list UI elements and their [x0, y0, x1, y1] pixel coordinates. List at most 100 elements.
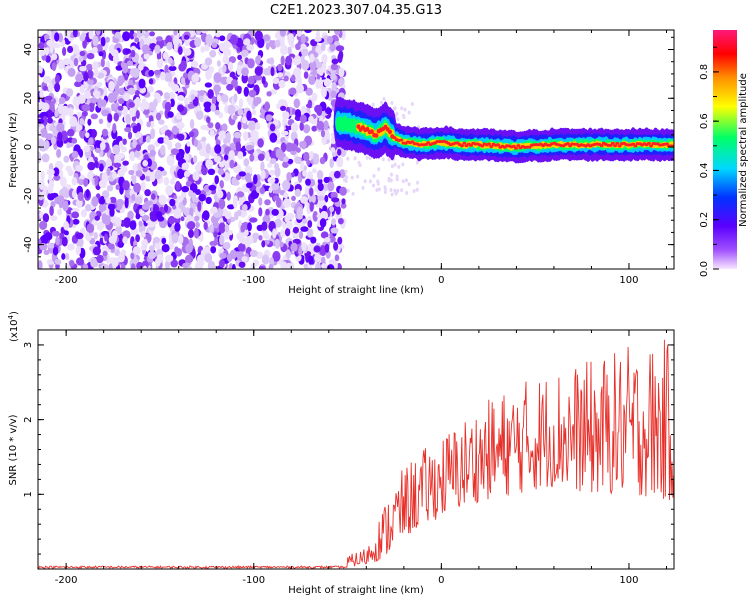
heatmap-noise-cell	[216, 94, 222, 103]
heatmap-noise-cell	[410, 102, 414, 106]
heatmap-noise-cell	[335, 45, 345, 52]
heatmap-noise-cell	[128, 101, 135, 108]
heatmap-noise-cell	[204, 57, 213, 66]
heatmap-noise-cell	[54, 32, 60, 42]
heatmap-noise-cell	[53, 230, 60, 237]
heatmap-noise-cell	[67, 128, 75, 137]
heatmap-noise-cell	[77, 192, 84, 201]
heatmap-noise-cell	[307, 99, 313, 109]
heatmap-noise-cell	[232, 114, 238, 121]
heatmap-noise-cell	[170, 148, 179, 156]
heatmap-noise-cell	[184, 170, 191, 178]
heatmap-x-tick-label: -100	[242, 275, 265, 286]
heatmap-ridge-cell	[489, 145, 494, 148]
heatmap-y-axis-label: Frequency (Hz)	[8, 112, 19, 188]
heatmap-noise-cell	[236, 232, 244, 241]
heatmap-noise-cell	[298, 231, 304, 239]
heatmap-noise-cell	[323, 176, 330, 184]
heatmap-noise-cell	[405, 191, 409, 195]
heatmap-noise-cell	[247, 235, 254, 245]
heatmap-noise-cell	[106, 167, 111, 176]
heatmap-noise-cell	[91, 129, 97, 139]
heatmap-noise-cell	[218, 168, 224, 176]
heatmap-noise-cell	[129, 151, 136, 162]
heatmap-noise-cell	[214, 144, 222, 154]
heatmap-noise-cell	[306, 159, 311, 166]
heatmap-noise-cell	[190, 94, 196, 100]
heatmap-noise-cell	[258, 265, 265, 269]
heatmap-noise-cell	[93, 68, 99, 78]
heatmap-noise-cell	[415, 160, 419, 165]
heatmap-noise-cell	[73, 57, 79, 67]
heatmap-noise-cell	[210, 246, 217, 254]
heatmap-noise-cell	[102, 190, 110, 199]
heatmap-noise-cell	[153, 69, 162, 75]
heatmap-noise-cell	[148, 101, 157, 112]
heatmap-noise-cell	[49, 124, 55, 132]
heatmap-noise-cell	[188, 229, 194, 239]
heatmap-noise-cell	[204, 82, 213, 88]
heatmap-noise-cell	[202, 210, 210, 221]
heatmap-noise-cell	[129, 106, 137, 118]
heatmap-noise-cell	[334, 254, 340, 262]
heatmap-noise-cell	[368, 156, 372, 160]
heatmap-noise-cell	[161, 237, 167, 245]
heatmap-noise-cell	[293, 67, 302, 78]
heatmap-noise-cell	[214, 236, 219, 244]
heatmap-noise-cell	[110, 215, 118, 224]
heatmap-noise-cell	[76, 124, 83, 131]
heatmap-noise-cell	[282, 111, 290, 120]
heatmap-noise-cell	[80, 209, 87, 218]
heatmap-noise-cell	[214, 86, 220, 97]
heatmap-noise-cell	[316, 120, 325, 131]
heatmap-noise-cell	[83, 263, 89, 269]
heatmap-noise-cell	[196, 30, 202, 36]
heatmap-noise-cell	[174, 246, 179, 254]
heatmap-noise-cell	[356, 174, 360, 179]
heatmap-noise-cell	[211, 42, 218, 49]
heatmap-noise-cell	[393, 162, 397, 167]
heatmap-noise-cell	[219, 234, 225, 246]
heatmap-noise-cell	[162, 51, 169, 60]
heatmap-noise-cell	[141, 239, 148, 247]
heatmap-noise-cell	[91, 219, 98, 227]
heatmap-noise-cell	[291, 108, 296, 115]
heatmap-noise-cell	[78, 55, 84, 63]
heatmap-noise-cell	[255, 55, 261, 65]
heatmap-noise-cell	[156, 112, 162, 121]
heatmap-noise-cell	[39, 111, 49, 118]
heatmap-noise-cell	[233, 93, 238, 103]
heatmap-noise-cell	[200, 124, 209, 131]
heatmap-noise-cell	[54, 109, 59, 118]
heatmap-noise-cell	[308, 75, 316, 85]
heatmap-noise-cell	[389, 188, 393, 192]
heatmap-noise-cell	[295, 43, 301, 51]
heatmap-noise-cell	[294, 115, 302, 121]
heatmap-noise-cell	[241, 256, 248, 262]
heatmap-noise-cell	[381, 157, 385, 162]
heatmap-noise-cell	[38, 248, 43, 255]
heatmap-noise-cell	[223, 154, 229, 161]
heatmap-noise-cell	[303, 151, 310, 162]
heatmap-noise-cell	[71, 211, 80, 219]
heatmap-noise-cell	[229, 159, 235, 169]
heatmap-noise-cell	[299, 121, 304, 131]
heatmap-noise-cell	[260, 169, 266, 180]
heatmap-noise-cell	[166, 42, 173, 51]
heatmap-noise-cell	[344, 169, 348, 174]
heatmap-noise-cell	[62, 58, 71, 66]
heatmap-noise-cell	[323, 78, 331, 88]
heatmap-noise-cell	[416, 180, 420, 185]
heatmap-noise-cell	[194, 164, 202, 172]
heatmap-noise-cell	[87, 79, 94, 85]
heatmap-noise-cell	[95, 81, 103, 88]
heatmap-noise-cell	[160, 144, 166, 156]
heatmap-noise-cell	[120, 262, 126, 269]
heatmap-noise-cell	[294, 188, 301, 197]
heatmap-noise-cell	[324, 243, 330, 253]
heatmap-noise-cell	[221, 123, 228, 132]
heatmap-noise-cell	[124, 197, 129, 209]
heatmap-noise-cell	[115, 224, 122, 235]
heatmap-noise-cell	[188, 131, 195, 138]
heatmap-noise-cell	[195, 221, 200, 228]
